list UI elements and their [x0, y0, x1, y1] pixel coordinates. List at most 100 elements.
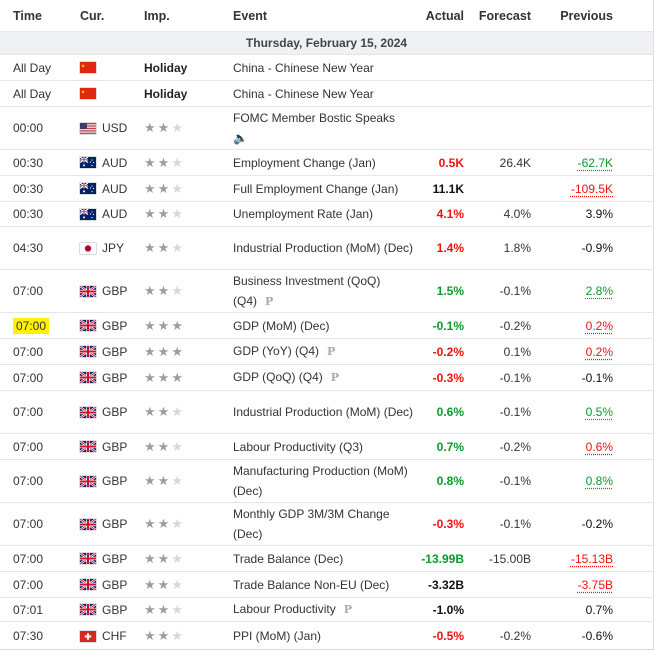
table-row[interactable]: 07:00 GBP ★★★ Manufacturing Production (MoM… [0, 459, 653, 502]
event-currency: GBP [80, 365, 127, 390]
header-time[interactable]: Time [13, 8, 42, 23]
event-title[interactable]: Trade Balance Non-EU (Dec) [233, 577, 390, 592]
star-icon: ★ [144, 240, 158, 255]
table-row[interactable]: All Day Holiday China - Chinese New Year [0, 54, 653, 80]
event-title[interactable]: Employment Change (Jan) [233, 155, 376, 170]
table-row[interactable]: 07:00 GBP ★★★ GDP (MoM) (Dec) -0.1% -0.2% 0.2% [0, 312, 653, 338]
forecast-value-text: -0.1% [499, 405, 531, 419]
header-event[interactable]: Event [233, 8, 268, 23]
table-row[interactable]: 00:30 AUD ★★★ Unemployment Rate (Jan) 4.1% 4.… [0, 201, 653, 226]
star-icon: ★ [157, 550, 172, 566]
event-name[interactable]: China - Chinese New Year [233, 55, 419, 80]
table-row[interactable]: 07:00 GBP ★★★ Industrial Production (MoM) (… [0, 390, 653, 433]
event-time: 07:00 [13, 460, 43, 502]
currency-code: GBP [102, 551, 128, 566]
event-name[interactable]: FOMC Member Bostic Speaks 🔈 [233, 107, 419, 149]
table-row[interactable]: 07:00 GBP ★★★ Trade Balance Non-EU (Dec) -3.… [0, 571, 653, 597]
table-row[interactable]: 00:30 AUD ★★★ Employment Change (Jan) 0.5K 26… [0, 149, 653, 175]
table-row[interactable]: 00:00 USD ★★★ FOMC Member Bostic Speaks 🔈 [0, 106, 653, 149]
header-previous[interactable]: Previous [560, 8, 613, 23]
event-title[interactable]: Labour Productivity (Q3) [233, 439, 364, 454]
table-row[interactable]: All Day Holiday China - Chinese New Year [0, 80, 653, 106]
actual-value-text: 0.8% [436, 474, 464, 488]
star-icon: ★ [144, 404, 158, 419]
event-title[interactable]: China - Chinese New Year [233, 60, 374, 75]
event-name[interactable]: Industrial Production (MoM) (Dec) [233, 227, 419, 269]
importance-stars: ★★★ [144, 240, 185, 256]
event-time-text: 07:00 [13, 370, 44, 385]
event-title[interactable]: GDP (QoQ) (Q4) [233, 370, 323, 384]
australia-flag-icon [80, 157, 96, 168]
previous-value-text: -15.13B [570, 551, 613, 566]
event-name[interactable]: China - Chinese New Year [233, 81, 419, 106]
event-name[interactable]: Employment Change (Jan) [233, 150, 419, 175]
event-title[interactable]: Monthly GDP 3M/3M Change (Dec) [233, 507, 390, 541]
event-time-text: 07:00 [13, 577, 44, 592]
currency-code: AUD [102, 207, 128, 221]
star-icon: ★ [144, 601, 158, 617]
table-row[interactable]: 07:01 GBP ★★★ Labour Productivity P -1.0% 0.7% [0, 597, 653, 621]
star-icon: ★ [157, 516, 172, 531]
event-time: 07:00 [13, 313, 50, 338]
previous-value: 0.6% [586, 434, 613, 459]
header-currency[interactable]: Cur. [80, 8, 105, 23]
event-title[interactable]: GDP (YoY) (Q4) [233, 344, 320, 358]
table-row[interactable]: 07:00 GBP ★★★ GDP (QoQ) (Q4) P -0.3% -0.1% -0.1… [0, 364, 653, 390]
currency-code: USD [102, 121, 128, 135]
event-title[interactable]: Full Employment Change (Jan) [233, 181, 399, 196]
event-name[interactable]: Business Investment (QoQ) (Q4) P [233, 270, 419, 312]
event-name[interactable]: Labour Productivity P [233, 598, 419, 621]
event-name[interactable]: Unemployment Rate (Jan) [233, 202, 419, 226]
event-title[interactable]: Industrial Production (MoM) (Dec) [233, 405, 414, 419]
event-name[interactable]: GDP (MoM) (Dec) [233, 313, 419, 338]
event-title[interactable]: Manufacturing Production (MoM) (Dec) [233, 464, 408, 498]
uk-flag-icon [80, 320, 96, 331]
event-name[interactable]: Full Employment Change (Jan) [233, 176, 419, 201]
header-importance[interactable]: Imp. [144, 8, 170, 23]
event-name[interactable]: Monthly GDP 3M/3M Change (Dec) [233, 503, 419, 545]
table-row[interactable]: 07:00 GBP ★★★ Business Investment (QoQ) (Q4… [0, 269, 653, 312]
event-name[interactable]: Trade Balance Non-EU (Dec) [233, 572, 419, 597]
header-forecast[interactable]: Forecast [478, 8, 531, 23]
event-name[interactable]: GDP (YoY) (Q4) P [233, 339, 419, 364]
table-row[interactable]: 07:00 GBP ★★★ Labour Productivity (Q3) 0.7% -… [0, 433, 653, 459]
event-title[interactable]: Business Investment (QoQ) (Q4) [233, 273, 381, 308]
event-title[interactable]: Trade Balance (Dec) [233, 551, 344, 566]
event-name[interactable]: Trade Balance (Dec) [233, 546, 419, 571]
event-importance: ★★★ [144, 150, 185, 175]
currency-code: GBP [102, 439, 128, 454]
event-title[interactable]: China - Chinese New Year [233, 86, 374, 101]
event-name[interactable]: Labour Productivity (Q3) [233, 434, 419, 459]
actual-value-text: -0.5% [432, 629, 464, 643]
event-title[interactable]: PPI (MoM) (Jan) [233, 629, 322, 643]
table-row[interactable]: 07:30 CHF ★★★ PPI (MoM) (Jan) -0.5% -0.2% -0.6… [0, 621, 653, 650]
table-row[interactable]: 07:00 GBP ★★★ Monthly GDP 3M/3M Change (Dec… [0, 502, 653, 545]
star-icon: ★ [171, 550, 185, 566]
event-importance: ★★★ [144, 622, 185, 650]
actual-value: -13.99B [421, 546, 464, 571]
preliminary-icon: P [343, 603, 353, 616]
table-row[interactable]: 07:00 GBP ★★★ Trade Balance (Dec) -13.99B -15… [0, 545, 653, 571]
currency-code: AUD [102, 155, 128, 170]
event-time: 07:00 [13, 503, 43, 545]
table-row[interactable]: 00:30 AUD ★★★ Full Employment Change (Jan) 1… [0, 175, 653, 201]
event-title[interactable]: FOMC Member Bostic Speaks [233, 111, 396, 125]
preliminary-icon: P [327, 345, 336, 358]
event-title[interactable]: Labour Productivity [233, 602, 336, 616]
star-icon: ★ [157, 180, 172, 196]
preliminary-icon: P [330, 371, 340, 384]
event-name[interactable]: PPI (MoM) (Jan) [233, 622, 419, 650]
event-title[interactable]: Unemployment Rate (Jan) [233, 207, 374, 221]
event-name[interactable]: Manufacturing Production (MoM) (Dec) [233, 460, 419, 502]
table-row[interactable]: 07:00 GBP ★★★ GDP (YoY) (Q4) P -0.2% 0.1% 0.2% [0, 338, 653, 364]
forecast-value: -0.2% [500, 434, 531, 459]
event-time-text: 07:00 [13, 284, 44, 298]
event-title[interactable]: Industrial Production (MoM) (Dec) [233, 241, 414, 255]
table-row[interactable]: 04:30 JPY ★★★ Industrial Production (MoM) (… [0, 226, 653, 269]
event-title[interactable]: GDP (MoM) (Dec) [233, 318, 330, 333]
header-actual[interactable]: Actual [425, 8, 464, 23]
event-name[interactable]: Industrial Production (MoM) (Dec) [233, 391, 419, 433]
event-name[interactable]: GDP (QoQ) (Q4) P [233, 365, 419, 390]
actual-value-text: 0.5K [438, 155, 464, 170]
holiday-label: Holiday [144, 60, 188, 75]
